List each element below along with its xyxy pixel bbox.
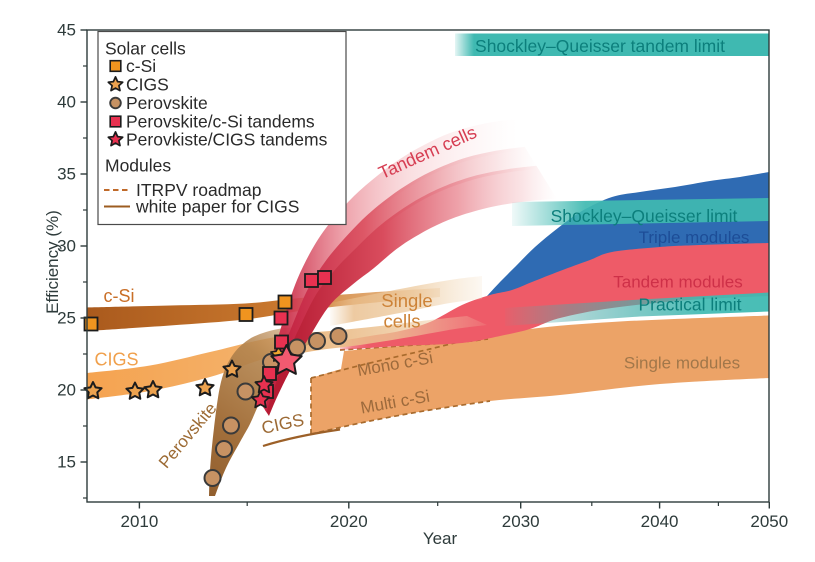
svg-text:Perovskite/c-Si tandems: Perovskite/c-Si tandems	[126, 112, 315, 132]
svg-text:CIGS: CIGS	[94, 350, 138, 370]
svg-text:2040: 2040	[641, 512, 679, 531]
svg-text:20: 20	[57, 381, 76, 400]
svg-text:Shockley–Queisser tandem limit: Shockley–Queisser tandem limit	[475, 36, 725, 56]
svg-text:Modules: Modules	[105, 156, 171, 176]
svg-text:c-Si: c-Si	[104, 286, 135, 306]
svg-text:Single modules: Single modules	[624, 354, 740, 373]
svg-text:40: 40	[57, 93, 76, 112]
svg-text:cells: cells	[383, 311, 420, 332]
svg-text:35: 35	[57, 165, 76, 184]
svg-text:Triple modules: Triple modules	[639, 228, 750, 247]
svg-text:Tandem modules: Tandem modules	[613, 273, 742, 292]
svg-text:Year: Year	[423, 529, 458, 548]
svg-text:30: 30	[57, 237, 76, 256]
svg-text:Efficiency (%): Efficiency (%)	[43, 210, 62, 314]
svg-text:Shockley–Queisser limit: Shockley–Queisser limit	[551, 206, 738, 226]
svg-text:Solar cells: Solar cells	[105, 39, 186, 59]
svg-text:CIGS: CIGS	[126, 75, 169, 95]
svg-text:2050: 2050	[750, 512, 788, 531]
svg-text:25: 25	[57, 309, 76, 328]
svg-text:45: 45	[57, 21, 76, 40]
svg-text:2020: 2020	[330, 512, 368, 531]
svg-text:Practical limit: Practical limit	[638, 295, 741, 315]
svg-text:Single: Single	[381, 290, 432, 311]
svg-text:15: 15	[57, 453, 76, 472]
svg-text:2030: 2030	[502, 512, 540, 531]
svg-text:Perovkiste/CIGS tandems: Perovkiste/CIGS tandems	[126, 130, 328, 150]
svg-text:c-Si: c-Si	[126, 56, 156, 76]
svg-text:Perovskite: Perovskite	[126, 93, 208, 113]
svg-text:white paper for CIGS: white paper for CIGS	[135, 197, 299, 217]
svg-text:ITRPV roadmap: ITRPV roadmap	[136, 180, 261, 200]
svg-text:2010: 2010	[120, 512, 158, 531]
